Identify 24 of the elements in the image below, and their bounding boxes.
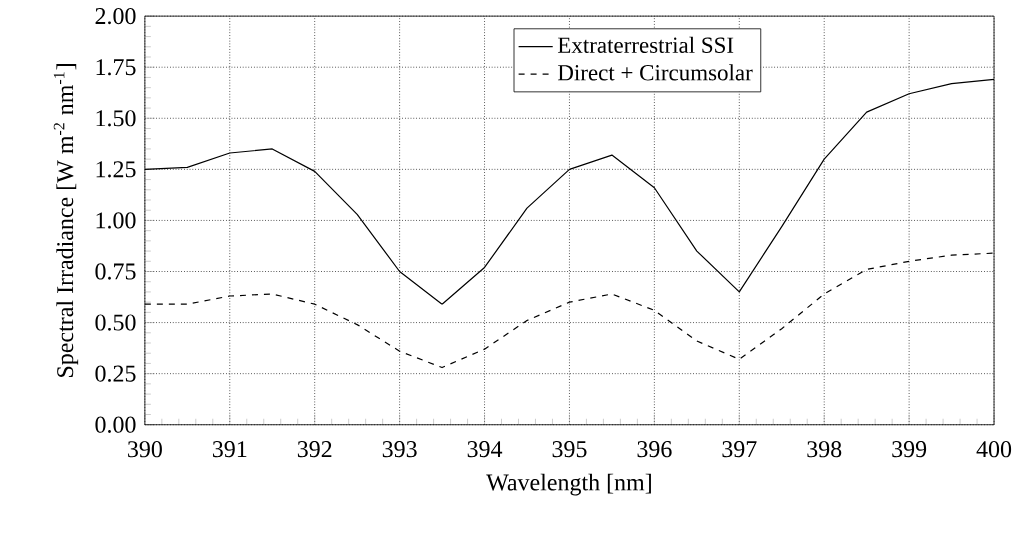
y-tick-label: 0.00 [95,416,136,434]
x-tick-label: 398 [807,441,842,458]
x-tick-label: 397 [722,441,757,458]
y-tick-label: 1.75 [96,59,136,76]
x-tick-label: 390 [128,441,162,458]
legend-label: Extraterrestrial SSI [557,36,734,54]
x-axis-title: Wavelength [nm] [486,473,651,496]
y-tick-label: 0.75 [95,263,136,280]
x-tick-label: 400 [976,441,1012,458]
y-tick-label: 1.00 [96,212,136,229]
x-tick-label: 394 [467,441,503,458]
x-tick-label: 396 [637,441,672,458]
y-tick-label: 0.50 [95,314,136,331]
x-tick-label: 395 [552,441,587,458]
x-tick-label: 393 [382,441,417,458]
legend-label: Direct + Circumsolar [557,64,753,81]
y-tick-label: 0.25 [95,365,136,382]
y-tick-label: 1.25 [96,161,136,178]
x-tick-label: 391 [212,441,247,458]
x-tick-label: 392 [297,441,332,458]
y-tick-label: 2.00 [95,8,136,25]
y-tick-label: 1.50 [96,110,136,127]
y-axis-title: Spectral Irradiance [W m$^{-2}$ nm$^{-1}$] [53,64,79,378]
x-tick-label: 399 [892,441,927,458]
